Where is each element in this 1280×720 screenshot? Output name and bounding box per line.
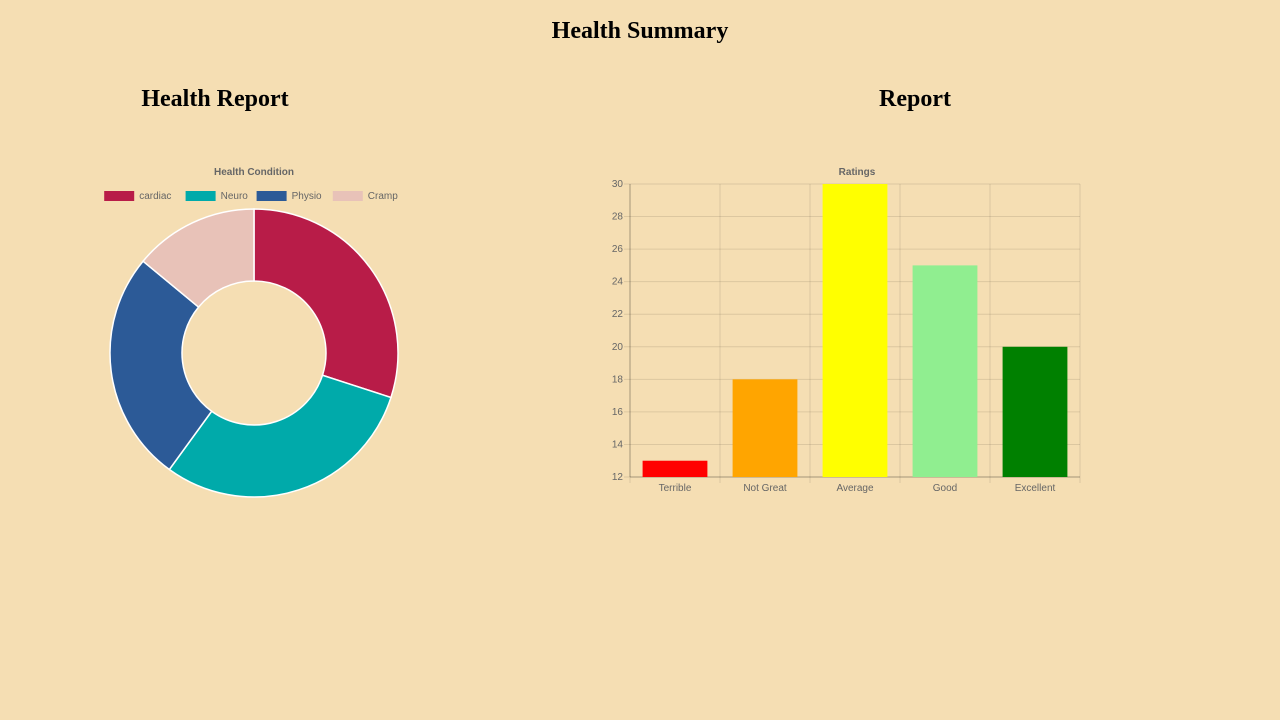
x-tick-label: Average: [836, 483, 874, 494]
x-tick-label: Not Great: [743, 483, 787, 494]
y-tick-label: 24: [612, 277, 624, 288]
doughnut-legend[interactable]: cardiac Neuro Physio Cramp: [104, 191, 398, 202]
legend-label-cardiac[interactable]: cardiac: [139, 191, 171, 202]
x-tick-label: Good: [933, 483, 957, 494]
bar-x-axis: Terrible Not Great Average Good Excellent: [659, 483, 1056, 494]
y-tick-label: 18: [612, 374, 624, 385]
health-report-title: Health Report: [141, 86, 289, 112]
bar-chart-title: Ratings: [839, 167, 876, 178]
legend-swatch-cramp[interactable]: [332, 191, 363, 201]
bar-terrible[interactable]: [642, 460, 708, 477]
bar-not-great[interactable]: [732, 379, 798, 477]
legend-swatch-cardiac[interactable]: [104, 191, 135, 201]
legend-label-neuro[interactable]: Neuro: [221, 191, 249, 202]
y-tick-label: 12: [612, 472, 624, 483]
doughnut-slice-neuro[interactable]: [168, 374, 392, 498]
doughnut-slice-cramp[interactable]: [141, 208, 255, 309]
bar-good[interactable]: [912, 265, 978, 477]
doughnut-chart-title: Health Condition: [214, 167, 294, 178]
bar-y-axis: 12 14 16 18 20 22 24 26 28 30: [612, 179, 624, 483]
doughnut-slices: [109, 208, 399, 498]
x-tick-label: Terrible: [659, 483, 692, 494]
y-tick-label: 14: [612, 439, 624, 450]
report-title: Report: [879, 86, 951, 112]
bar-series: [642, 184, 1068, 477]
y-tick-label: 16: [612, 407, 624, 418]
legend-label-cramp[interactable]: Cramp: [368, 191, 398, 202]
y-tick-label: 20: [612, 342, 624, 353]
y-tick-label: 26: [612, 244, 624, 255]
bar-average[interactable]: [822, 184, 888, 477]
y-tick-label: 30: [612, 179, 624, 190]
x-tick-label: Excellent: [1015, 483, 1056, 494]
legend-label-physio[interactable]: Physio: [292, 191, 322, 202]
ratings-bar-chart: Ratings 12 14 16 18 20 22 24 26 28 30 Terrible Not…: [612, 167, 1081, 494]
health-condition-doughnut-chart: Health Condition cardiac Neuro Physio Cramp: [104, 167, 399, 498]
doughnut-slice-physio[interactable]: [109, 260, 213, 471]
y-tick-label: 22: [612, 309, 624, 320]
legend-swatch-neuro[interactable]: [185, 191, 216, 201]
legend-swatch-physio[interactable]: [256, 191, 287, 201]
doughnut-slice-cardiac[interactable]: [253, 208, 399, 399]
bar-excellent[interactable]: [1002, 346, 1068, 477]
page-title: Health Summary: [551, 18, 729, 44]
y-tick-label: 28: [612, 212, 624, 223]
